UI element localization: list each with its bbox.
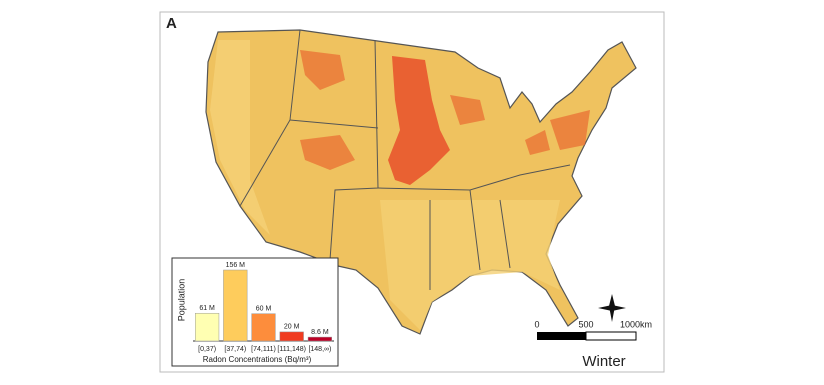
west-shade	[210, 40, 270, 235]
panel-label: A	[166, 15, 177, 32]
x-tick-label: [148,∞)	[308, 346, 331, 353]
radon-hotspot	[450, 95, 485, 125]
y-axis-label: Population	[176, 279, 186, 322]
radon-hotspot	[388, 56, 450, 185]
state-borders	[239, 29, 571, 290]
x-tick-label: [74,111)	[251, 346, 276, 353]
radon-hotspot	[525, 130, 550, 155]
x-tick-label: [111,148)	[277, 346, 306, 353]
bar	[279, 331, 304, 342]
map	[205, 29, 637, 335]
value-label: 156 M	[226, 262, 246, 269]
bar	[307, 336, 332, 342]
value-label: 8.6 M	[311, 329, 329, 336]
inset-frame	[171, 257, 339, 367]
bar	[195, 312, 220, 342]
radon-hotspot	[300, 50, 345, 90]
inset-chart: Population Radon Concentrations (Bq/m³) …	[171, 257, 339, 367]
radon-hotspot	[550, 110, 590, 150]
value-label: 61 M	[199, 305, 215, 312]
value-label: 60 M	[256, 306, 272, 313]
season-label: Winter	[582, 353, 625, 370]
scale-bar: 0 500 1000km	[534, 319, 652, 341]
compass	[598, 294, 626, 322]
scale-label: 1000km	[620, 319, 652, 329]
value-label: 20 M	[284, 324, 300, 331]
scale-label: 500	[578, 319, 593, 329]
bar	[251, 313, 276, 342]
x-tick-label: [37,74)	[224, 346, 246, 353]
southeast-shade	[380, 200, 560, 330]
x-tick-label: [0,37)	[198, 346, 216, 353]
x-axis-label: Radon Concentrations (Bq/m³)	[203, 355, 312, 364]
bar	[223, 269, 248, 342]
scale-label: 0	[534, 319, 539, 329]
radon-hotspot	[300, 135, 355, 170]
